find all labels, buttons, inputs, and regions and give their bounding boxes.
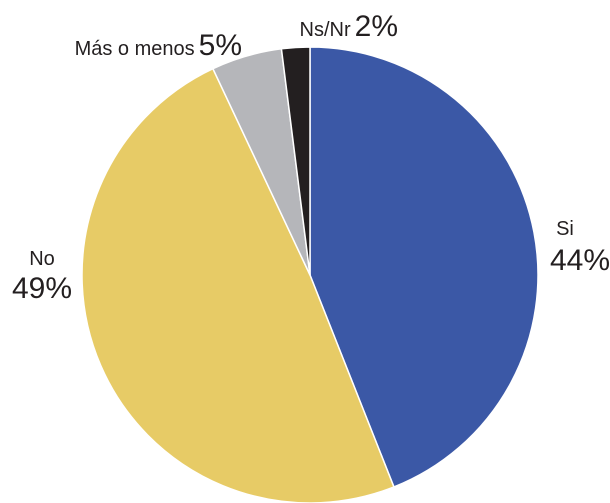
slice-label: Ns/Nr — [300, 19, 351, 41]
slice-label: Si — [556, 218, 574, 240]
slice-label-group: Ns/Nr 2% — [300, 10, 398, 43]
slice-label: No — [29, 248, 55, 270]
pie-slice — [309, 46, 539, 488]
slice-label-group: Más o menos 5% — [75, 29, 242, 62]
slice-value: 44% — [550, 244, 610, 277]
slice-label: Más o menos — [75, 38, 195, 60]
slice-value: 2% — [355, 10, 398, 43]
slice-value: 49% — [12, 272, 72, 305]
pie-slice — [280, 46, 311, 276]
slice-value: 5% — [199, 29, 242, 62]
